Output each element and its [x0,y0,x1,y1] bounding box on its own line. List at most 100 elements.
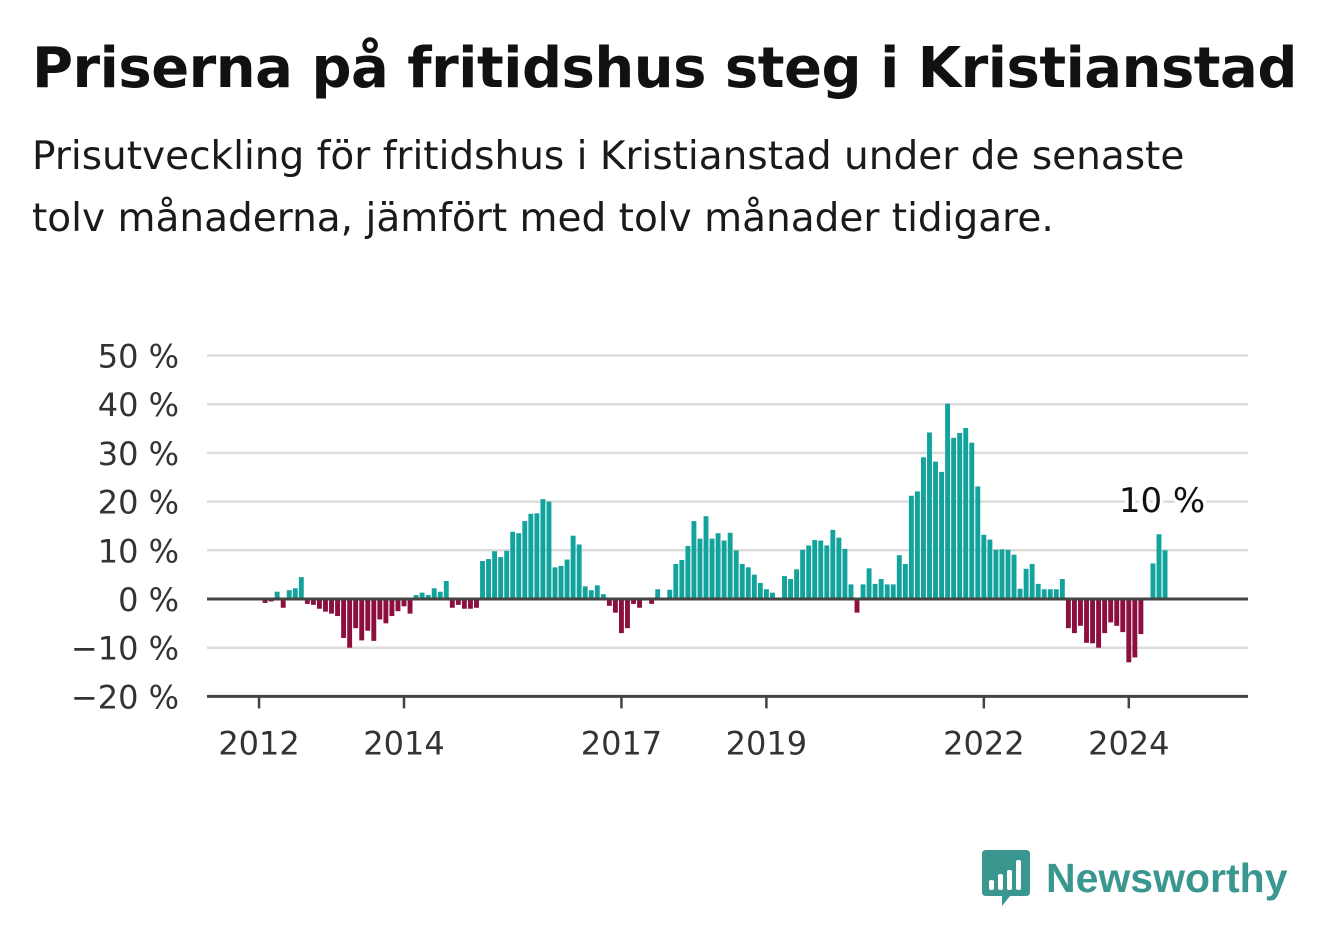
bar [1108,599,1114,623]
bar [413,595,419,599]
last-value-label: 10 % [1119,481,1205,521]
bar [933,461,938,599]
bar [600,594,606,599]
y-tick-label: 10 % [98,532,179,570]
bar [763,589,769,599]
bar [806,545,812,599]
bar [751,574,757,599]
bar [999,549,1005,599]
bar [1102,599,1108,634]
bar [745,567,751,600]
bar [588,590,594,599]
bar [1047,589,1053,599]
bar [769,592,775,599]
bar [522,521,528,599]
annotations: 10 % [1115,478,1208,525]
bar [467,599,473,609]
bar [848,584,854,599]
bar [1065,599,1071,629]
bar [878,579,884,599]
x-tick-label: 2024 [1088,724,1169,762]
bar [975,486,981,599]
bar [1120,599,1126,633]
bar [667,589,673,599]
y-tick-label: −10 % [71,630,179,668]
bar [733,550,739,599]
bar [1005,549,1011,599]
x-tick-label: 2012 [218,724,299,762]
bar [552,567,558,600]
bar [1071,599,1077,634]
x-tick-label: 2019 [726,724,807,762]
bar [407,599,413,614]
bar [401,599,407,607]
y-tick-label: 30 % [98,435,179,473]
bar [788,579,794,599]
bar [842,548,848,599]
bar [854,599,860,613]
bar [594,585,600,599]
bar [945,403,951,599]
bar [1035,583,1041,599]
bar [492,551,498,599]
bar [890,584,896,599]
y-tick-label: 50 % [98,338,179,376]
bar [298,577,304,599]
bar [836,537,842,599]
bar [612,599,618,613]
y-tick-label: 20 % [98,484,179,522]
bar [673,563,679,599]
bar [1084,599,1089,643]
bar [461,599,467,609]
y-tick-label: 0 % [118,581,179,619]
bar [866,568,872,599]
bar [709,538,715,599]
bar [812,540,818,599]
bar [1078,599,1083,626]
x-axis-ticks: 2012 2014 2017 2019 2022 2024 [218,696,1170,762]
bar [691,521,697,599]
bar [576,544,582,599]
bar [957,432,963,599]
bar [570,535,576,599]
bar [480,561,485,599]
bar [335,599,341,617]
bar [449,599,455,608]
bar [908,495,914,599]
bar [757,582,763,599]
bar [637,599,643,608]
bar [951,437,957,599]
bar [679,560,685,599]
bar [353,599,359,629]
bar [884,584,890,599]
bar [310,599,316,605]
bar [425,595,431,599]
bar [618,599,624,634]
x-tick-label: 2017 [581,724,662,762]
bar [534,513,540,599]
bar [1011,554,1017,599]
bar [1096,599,1102,648]
bar [914,491,920,599]
bar [528,513,534,599]
bar [721,540,727,599]
bar [510,531,516,599]
bar [872,583,878,599]
bar [830,529,836,599]
bar [498,557,504,599]
bar [365,599,371,631]
bar [739,563,745,599]
bar [939,471,945,599]
bar [371,599,377,641]
bar [782,576,787,599]
chart-title: Priserna på fritidshus steg i Kristianst… [32,36,1297,101]
bar [389,599,395,617]
bar [395,599,401,612]
bar [359,599,365,641]
bar [1132,599,1138,658]
bar [1150,563,1156,599]
bar [655,589,661,599]
bar [920,457,926,599]
bar [455,599,461,605]
bar [715,533,721,599]
